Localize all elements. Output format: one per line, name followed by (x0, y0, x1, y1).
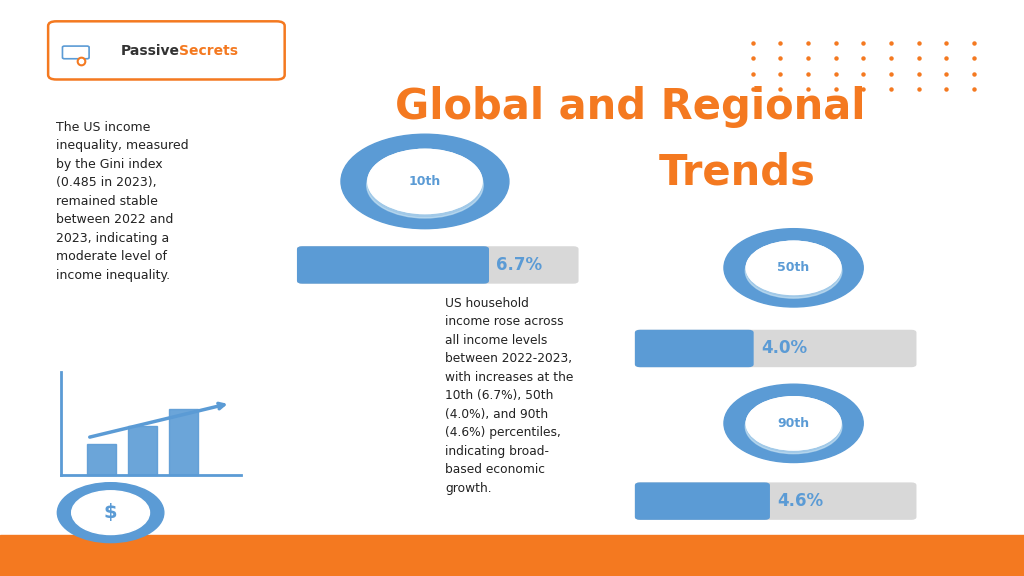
Text: US household
income rose across
all income levels
between 2022-2023,
with increa: US household income rose across all inco… (445, 297, 573, 495)
Bar (0, 535, 1024, 576)
Text: 4.6%: 4.6% (777, 492, 823, 510)
FancyBboxPatch shape (635, 483, 916, 520)
Text: $: $ (103, 503, 118, 522)
Text: 90th: 90th (777, 417, 810, 430)
Text: The US income
inequality, measured
by the Gini index
(0.485 in 2023),
remained s: The US income inequality, measured by th… (56, 121, 189, 282)
Text: 50th: 50th (777, 262, 810, 274)
FancyBboxPatch shape (297, 247, 489, 283)
Circle shape (724, 384, 863, 463)
Circle shape (746, 397, 841, 450)
Circle shape (72, 491, 150, 535)
Circle shape (368, 149, 482, 214)
Circle shape (368, 149, 482, 214)
Text: Global and Regional: Global and Regional (394, 86, 865, 127)
FancyBboxPatch shape (48, 21, 285, 79)
FancyBboxPatch shape (635, 329, 754, 367)
Circle shape (341, 134, 509, 229)
FancyBboxPatch shape (62, 46, 89, 59)
Circle shape (57, 483, 164, 543)
Bar (128, 426, 157, 475)
FancyBboxPatch shape (635, 483, 770, 520)
Text: Passive: Passive (121, 44, 180, 58)
Circle shape (367, 153, 483, 218)
Bar (87, 444, 116, 475)
Text: Trends: Trends (658, 152, 816, 194)
Circle shape (746, 241, 841, 294)
Circle shape (745, 399, 842, 454)
FancyBboxPatch shape (297, 247, 579, 283)
Circle shape (745, 244, 842, 298)
Circle shape (746, 241, 841, 294)
Text: 10th: 10th (409, 175, 441, 188)
Text: 6.7%: 6.7% (497, 256, 543, 274)
Bar (169, 409, 198, 475)
Circle shape (724, 229, 863, 307)
Circle shape (746, 397, 841, 450)
FancyBboxPatch shape (635, 329, 916, 367)
Text: Secrets: Secrets (179, 44, 239, 58)
Text: 4.0%: 4.0% (761, 339, 807, 358)
